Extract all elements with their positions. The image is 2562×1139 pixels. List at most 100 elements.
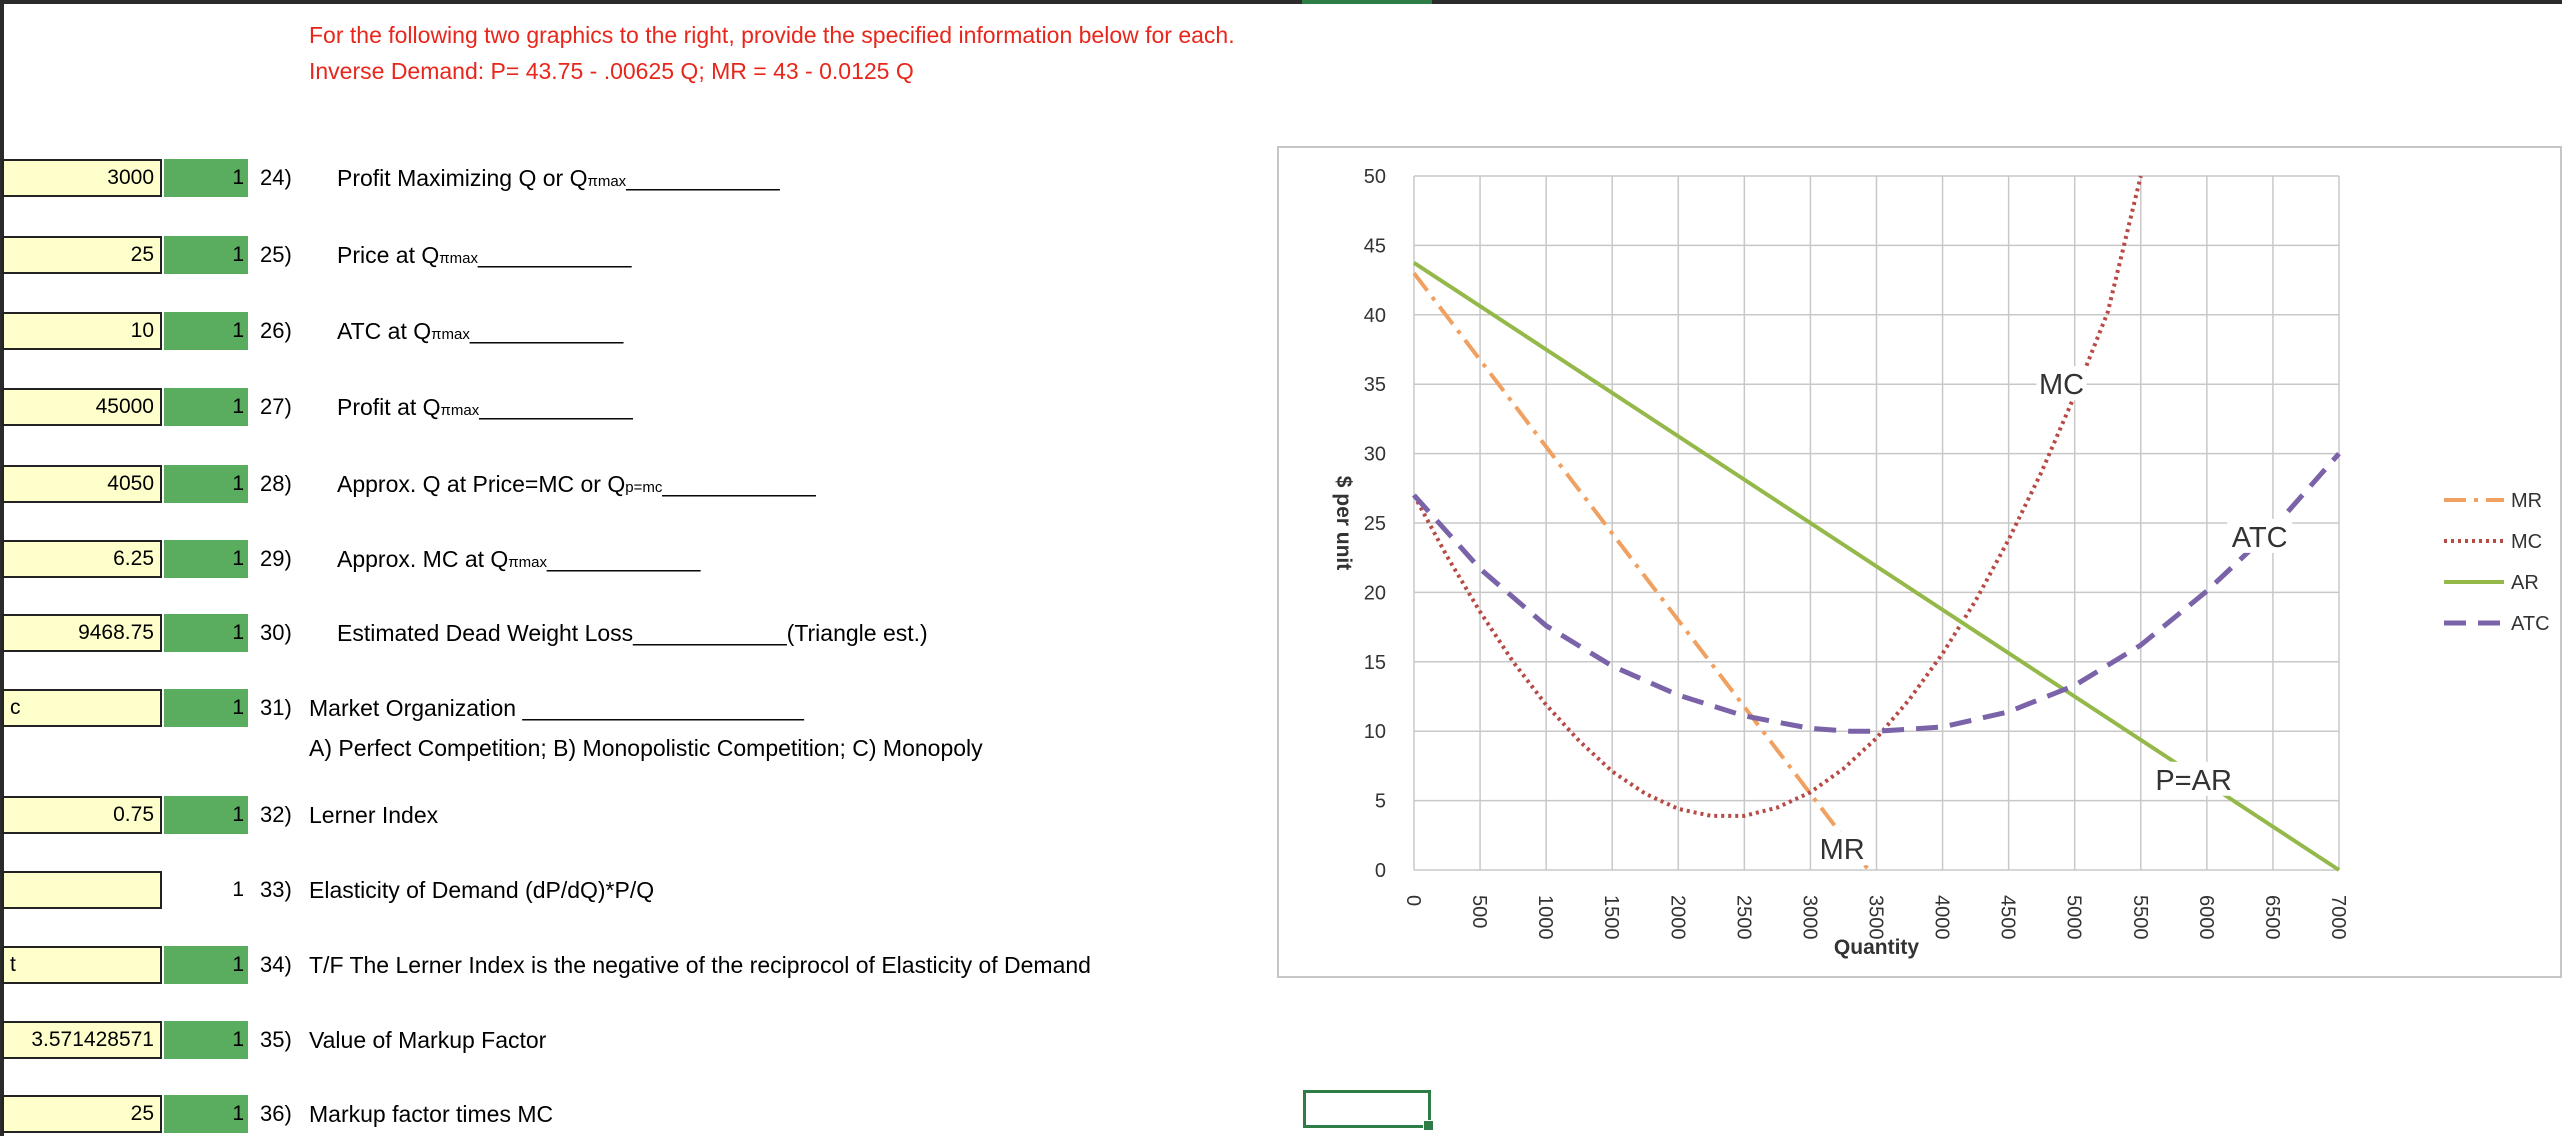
answer-cell[interactable]: 3000 <box>2 159 162 197</box>
column-selection-indicator <box>1302 0 1432 4</box>
instructions-line-1: For the following two graphics to the ri… <box>309 22 1235 49</box>
answer-blank: ____________ <box>547 546 701 572</box>
x-tick-label: 1000 <box>1534 895 1556 940</box>
question-number: 30) <box>260 614 292 652</box>
answer-cell[interactable]: 10 <box>2 312 162 350</box>
question-text: T/F The Lerner Index is the negative of … <box>309 946 1091 984</box>
legend-label-ar: AR <box>2511 572 2539 594</box>
points-cell[interactable]: 1 <box>164 1021 248 1059</box>
question-number: 28) <box>260 465 292 503</box>
points-cell[interactable]: 1 <box>164 689 248 727</box>
y-tick-label: 30 <box>1364 444 1386 466</box>
x-tick-label: 0 <box>1402 895 1424 906</box>
y-tick-label: 5 <box>1375 791 1386 813</box>
x-tick-label: 6000 <box>2195 895 2217 940</box>
question-label: Lerner Index <box>309 802 438 828</box>
y-tick-label: 15 <box>1364 652 1386 674</box>
y-tick-label: 45 <box>1364 235 1386 257</box>
question-text: Markup factor times MC <box>309 1095 553 1133</box>
y-axis-label: $ per unit <box>1332 476 1355 571</box>
question-subscript: πmax <box>439 250 478 267</box>
answer-cell[interactable]: 45000 <box>2 388 162 426</box>
answer-blank: ____________ <box>470 318 624 344</box>
points-cell[interactable]: 1 <box>164 236 248 274</box>
question-number: 35) <box>260 1021 292 1059</box>
y-tick-label: 35 <box>1364 374 1386 396</box>
fill-handle[interactable] <box>1423 1120 1434 1131</box>
points-cell[interactable]: 1 <box>164 388 248 426</box>
x-tick-label: 4000 <box>1931 895 1953 940</box>
points-cell[interactable]: 1 <box>164 540 248 578</box>
question-text: Value of Markup Factor <box>309 1021 546 1059</box>
question-number: 26) <box>260 312 292 350</box>
answer-cell[interactable]: 0.75 <box>2 796 162 834</box>
annotation-par: P=AR <box>2155 765 2232 797</box>
legend-label-atc: ATC <box>2511 613 2550 635</box>
x-tick-label: 3000 <box>1798 895 1820 940</box>
answer-cell[interactable]: 25 <box>2 236 162 274</box>
points-cell[interactable]: 1 <box>164 796 248 834</box>
question-subscript: πmax <box>431 326 470 343</box>
question-text: Profit at Qπmax____________ <box>337 388 633 426</box>
question-number: 24) <box>260 159 292 197</box>
answer-cell[interactable]: t <box>2 946 162 984</box>
answer-cell[interactable]: 9468.75 <box>2 614 162 652</box>
answer-cell[interactable]: 4050 <box>2 465 162 503</box>
question-label: Profit at Q <box>337 394 441 420</box>
y-tick-label: 25 <box>1364 513 1386 535</box>
points-cell[interactable]: 1 <box>164 159 248 197</box>
question-number: 36) <box>260 1095 292 1133</box>
answer-cell[interactable]: 3.571428571 <box>2 1021 162 1059</box>
x-tick-label: 2000 <box>1666 895 1688 940</box>
question-text: Estimated Dead Weight Loss____________(T… <box>337 614 928 652</box>
answer-cell[interactable] <box>2 871 162 909</box>
question-number: 27) <box>260 388 292 426</box>
annotation-atc: ATC <box>2232 522 2288 554</box>
answer-cell[interactable]: 6.25 <box>2 540 162 578</box>
answer-blank: ____________ <box>479 394 633 420</box>
question-text: Lerner Index <box>309 796 438 834</box>
inverse-demand-line: Inverse Demand: P= 43.75 - .00625 Q; MR … <box>309 58 914 85</box>
x-tick-label: 500 <box>1468 895 1490 928</box>
question-label: Profit Maximizing Q or Q <box>337 165 588 191</box>
answer-cell[interactable]: 25 <box>2 1095 162 1133</box>
points-cell[interactable]: 1 <box>164 1095 248 1133</box>
question-label: Estimated Dead Weight Loss____________(T… <box>337 620 928 646</box>
y-tick-label: 40 <box>1364 305 1386 327</box>
legend-label-mc: MC <box>2511 531 2542 553</box>
answer-cell[interactable]: c <box>2 689 162 727</box>
question-label: Price at Q <box>337 242 439 268</box>
answer-options: A) Perfect Competition; B) Monopolistic … <box>309 735 983 762</box>
x-tick-label: 4500 <box>1997 895 2019 940</box>
question-subscript: πmax <box>441 402 480 419</box>
question-label: Approx. Q at Price=MC or Q <box>337 471 625 497</box>
selected-cell[interactable] <box>1303 1090 1431 1128</box>
question-number: 29) <box>260 540 292 578</box>
question-label: Value of Markup Factor <box>309 1027 546 1053</box>
points-cell[interactable]: 1 <box>164 312 248 350</box>
question-subscript: p=mc <box>625 479 662 496</box>
question-label: Market Organization ____________________… <box>309 695 804 721</box>
annotation-mc: MC <box>2039 369 2084 401</box>
question-text: Approx. Q at Price=MC or Qp=mc__________… <box>337 465 816 503</box>
x-tick-label: 6500 <box>2261 895 2283 940</box>
question-text: Profit Maximizing Q or Qπmax____________ <box>337 159 780 197</box>
points-cell[interactable]: 1 <box>164 614 248 652</box>
annotation-mr: MR <box>1820 834 1865 866</box>
question-subscript: πmax <box>588 173 627 190</box>
points-cell[interactable]: 1 <box>164 946 248 984</box>
points-cell[interactable]: 1 <box>164 465 248 503</box>
points-cell[interactable]: 1 <box>164 871 248 909</box>
